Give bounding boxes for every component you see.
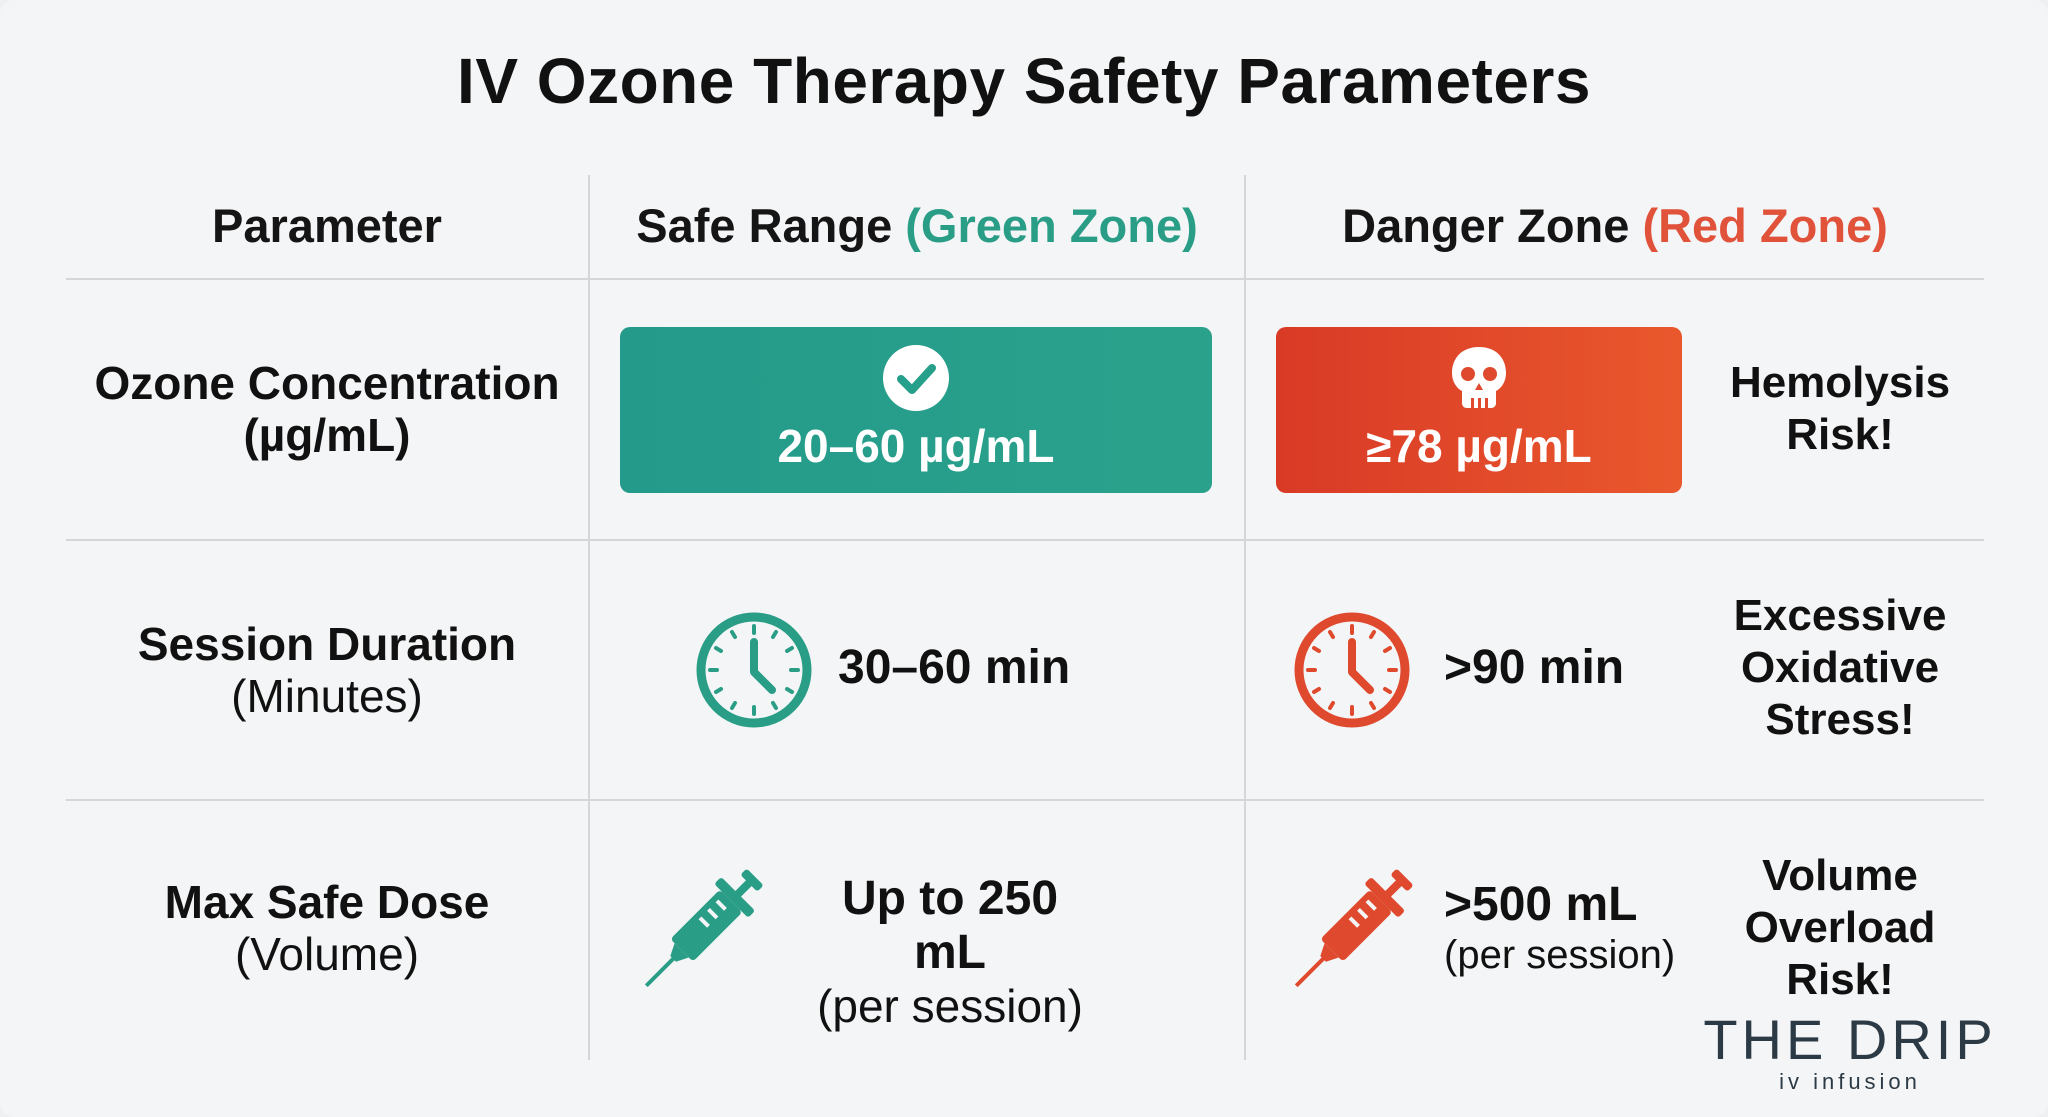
risk-hemolysis: Hemolysis Risk! bbox=[1690, 357, 1990, 461]
risk-line: Risk! bbox=[1786, 410, 1894, 459]
risk-line: Oxidative bbox=[1740, 643, 1940, 692]
danger-badge-concentration: ≥78 µg/mL bbox=[1276, 327, 1682, 493]
logo-name: THE DRIP bbox=[1703, 1008, 1997, 1071]
risk-line: Risk! bbox=[1786, 955, 1894, 1004]
brand-logo: THE DRIP iv infusion bbox=[1690, 1010, 2010, 1094]
parameter-name: Max Safe Dose bbox=[164, 876, 490, 928]
safe-badge-concentration: 20–60 µg/mL bbox=[620, 327, 1212, 493]
header-safe-label: Safe Range bbox=[636, 199, 906, 252]
safe-value: Up to 250 mL bbox=[841, 872, 1059, 979]
risk-line: Overload bbox=[1744, 903, 1936, 952]
safe-dose-text: Up to 250 mL (per session) bbox=[800, 872, 1100, 1032]
logo-tagline: iv infusion bbox=[1779, 1069, 1921, 1094]
header-parameter: Parameter bbox=[212, 199, 442, 252]
safe-value: 30–60 min bbox=[838, 641, 1071, 694]
header-red-zone: (Red Zone) bbox=[1642, 199, 1888, 252]
danger-value: >90 min bbox=[1444, 641, 1625, 694]
column-divider bbox=[1244, 175, 1246, 1060]
clock-icon bbox=[694, 610, 814, 735]
header-danger-label: Danger Zone bbox=[1342, 199, 1643, 252]
parameter-session-duration: Session Duration (Minutes) bbox=[66, 618, 588, 722]
row-divider bbox=[66, 799, 1984, 801]
row-divider bbox=[66, 278, 1984, 280]
header-safe-range: Safe Range (Green Zone) bbox=[590, 196, 1244, 256]
risk-oxidative-stress: Excessive Oxidative Stress! bbox=[1690, 590, 1990, 746]
clock-icon bbox=[1292, 610, 1412, 735]
danger-subvalue: (per session) bbox=[1444, 933, 1676, 977]
header-danger-zone: Danger Zone (Red Zone) bbox=[1246, 196, 1984, 256]
parameter-ozone-concentration: Ozone Concentration (µg/mL) bbox=[66, 357, 588, 461]
risk-line: Stress! bbox=[1765, 695, 1915, 744]
check-circle-icon bbox=[881, 343, 951, 418]
parameter-unit: (Minutes) bbox=[231, 670, 423, 722]
parameter-name: Session Duration bbox=[137, 618, 517, 670]
row-divider bbox=[66, 539, 1984, 541]
safe-subvalue: (per session) bbox=[817, 980, 1083, 1032]
parameter-name: Ozone Concentration bbox=[94, 357, 560, 409]
danger-value: >500 mL bbox=[1444, 878, 1638, 931]
safe-value: 20–60 µg/mL bbox=[777, 420, 1055, 472]
risk-line: Volume bbox=[1762, 851, 1918, 900]
syringe-icon bbox=[620, 852, 780, 1017]
syringe-icon bbox=[1270, 852, 1430, 1017]
header-green-zone: (Green Zone) bbox=[905, 199, 1198, 252]
danger-value: ≥78 µg/mL bbox=[1366, 420, 1592, 472]
skull-icon bbox=[1446, 343, 1512, 418]
risk-line: Hemolysis bbox=[1729, 358, 1951, 407]
column-divider bbox=[588, 175, 590, 1060]
risk-volume-overload: Volume Overload Risk! bbox=[1690, 850, 1990, 1006]
risk-line: Excessive bbox=[1733, 591, 1947, 640]
parameter-unit: (Volume) bbox=[234, 928, 420, 980]
danger-dose-text: >500 mL (per session) bbox=[1444, 878, 1675, 978]
page-title: IV Ozone Therapy Safety Parameters bbox=[457, 45, 1591, 117]
parameter-unit: (µg/mL) bbox=[243, 409, 411, 461]
parameter-max-safe-dose: Max Safe Dose (Volume) bbox=[66, 876, 588, 980]
